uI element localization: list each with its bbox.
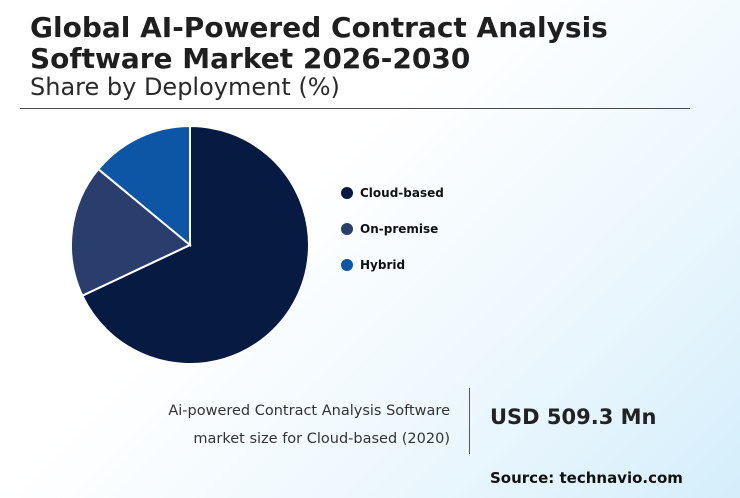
chart-title: Global AI-Powered Contract Analysis Soft… [30,12,608,74]
legend-swatch-on-premise [341,223,353,235]
pie-slice-cloud-based [80,124,310,365]
legend-label-on-premise: On-premise [360,222,439,236]
pie-slice-on-premise [70,167,192,297]
legend-item-hybrid: Hybrid [341,247,444,283]
market-size-description-line1: Ai-powered Contract Analysis Software [168,403,450,419]
chart-legend: Cloud-based On-premise Hybrid [341,175,444,283]
legend-item-cloud-based: Cloud-based [341,175,444,211]
chart-subtitle: Share by Deployment (%) [30,73,340,101]
market-size-description: Ai-powered Contract Analysis Software ma… [100,397,450,453]
market-size-description-line2: market size for Cloud-based (2020) [193,431,450,447]
chart-title-line2: Software Market 2026-2030 [30,42,471,75]
legend-label-cloud-based: Cloud-based [360,186,444,200]
chart-title-line1: Global AI-Powered Contract Analysis [30,11,608,44]
legend-swatch-cloud-based [341,187,353,199]
market-size-value: USD 509.3 Mn [490,405,657,429]
legend-item-on-premise: On-premise [341,211,444,247]
legend-label-hybrid: Hybrid [360,258,406,272]
legend-swatch-hybrid [341,259,353,271]
pie-slice-hybrid [96,124,191,248]
source-credit: Source: technavio.com [490,469,683,487]
header-divider [20,108,690,109]
stat-divider [469,388,470,454]
